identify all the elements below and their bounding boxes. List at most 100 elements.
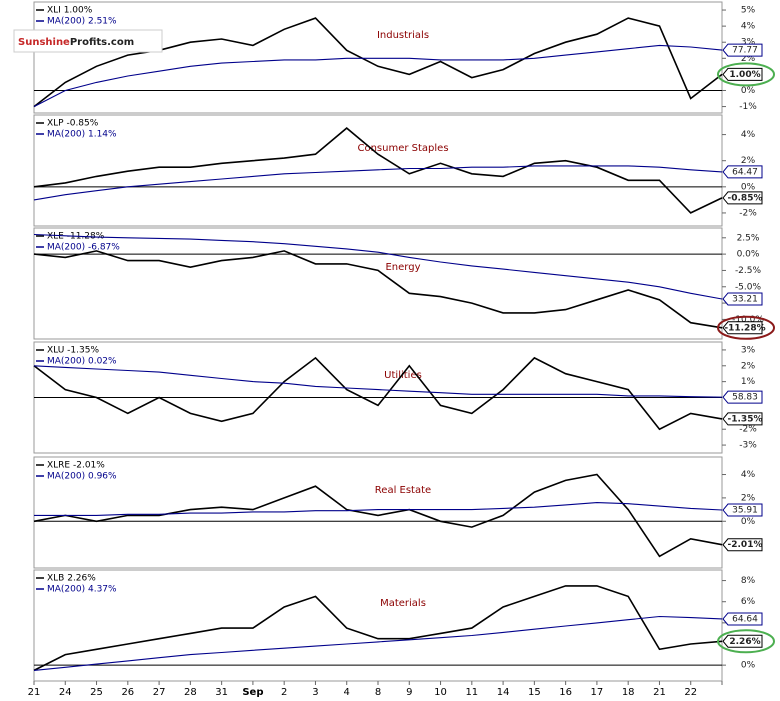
end-label-box [722, 165, 763, 179]
legend-label: XLB 2.26% [47, 574, 96, 584]
x-tick-label: 11 [465, 687, 478, 698]
end-label-text: 2.26% [729, 637, 760, 647]
y-tick-label: -3% [739, 441, 757, 451]
x-tick-label: 27 [153, 687, 166, 698]
x-tick-label: 26 [121, 687, 134, 698]
ma-line [33, 44, 723, 108]
y-tick-label: -2.5% [735, 266, 762, 276]
highlight-ring [717, 62, 775, 87]
end-label: 1.00% [722, 67, 763, 81]
legend-label: XLI 1.00% [47, 6, 93, 16]
y-tick-label: -5.0% [735, 282, 762, 292]
end-label: 58.83 [722, 390, 763, 404]
end-label: -1.35% [722, 412, 763, 426]
panel [33, 114, 723, 227]
x-tick-label: 24 [59, 687, 72, 698]
x-tick-label: 4 [344, 687, 350, 698]
price-line [33, 127, 723, 214]
end-label-text: 77.77 [732, 46, 758, 56]
y-tick-label: 0% [741, 182, 756, 192]
end-label-box [722, 292, 763, 306]
end-label-text: 64.47 [732, 167, 758, 177]
end-label-box [722, 390, 763, 404]
legend-label: MA(200) -6.87% [47, 243, 120, 253]
end-label-box [722, 503, 763, 517]
logo-suffix: Profits.com [70, 37, 134, 48]
end-label-text: 1.00% [729, 70, 760, 80]
x-tick-label: 18 [622, 687, 635, 698]
y-tick-label: 0.0% [737, 250, 760, 260]
panel-title: Industrials [377, 30, 429, 41]
end-label-box [722, 67, 763, 81]
y-tick-label: 4% [741, 470, 756, 480]
y-tick-label: -1% [739, 102, 757, 112]
legend-label: XLU -1.35% [47, 346, 99, 356]
panel [33, 1, 723, 114]
end-label: -0.85% [722, 191, 763, 205]
end-label: 77.77 [722, 43, 763, 57]
legend-label: MA(200) 0.96% [47, 472, 117, 482]
panel-title: Real Estate [375, 485, 431, 496]
highlight-ring [717, 629, 775, 654]
end-label-text: -1.35% [728, 414, 763, 424]
x-tick-label: 15 [528, 687, 541, 698]
end-label-text: 33.21 [732, 294, 758, 304]
y-tick-label: -2% [739, 425, 757, 435]
price-line [33, 585, 723, 672]
x-tick-label: 10 [434, 687, 447, 698]
x-tick-label: 9 [406, 687, 412, 698]
x-tick-label: 28 [184, 687, 197, 698]
y-tick-label: 2.5% [737, 233, 760, 243]
logo-box [13, 29, 163, 53]
x-tick-label: 16 [559, 687, 572, 698]
y-tick-label: 0% [741, 86, 756, 96]
end-label-box [722, 191, 763, 205]
panel-title: Materials [380, 598, 426, 609]
end-label: 64.47 [722, 165, 763, 179]
end-label: 33.21 [722, 292, 763, 306]
end-label: 35.91 [722, 503, 763, 517]
legend-label: XLRE -2.01% [47, 461, 105, 471]
ma-line [33, 365, 723, 398]
ma-line [33, 615, 723, 671]
y-tick-label: 2% [741, 493, 756, 503]
y-tick-label: -2% [739, 208, 757, 218]
y-tick-label: 6% [741, 597, 756, 607]
y-tick-label: 4% [741, 130, 756, 140]
x-tick-label: 8 [375, 687, 381, 698]
end-label: -11.28% [722, 321, 766, 335]
y-tick-label: -10.0% [732, 315, 764, 325]
y-tick-label: 2% [741, 361, 756, 371]
panel [33, 227, 723, 340]
y-tick-label: 0% [741, 661, 756, 671]
end-label: -2.01% [722, 538, 763, 552]
end-label-box [722, 612, 763, 626]
x-tick-label: 17 [591, 687, 604, 698]
logo-brand: Sunshine [18, 37, 70, 48]
y-tick-label: 3% [741, 38, 756, 48]
end-label-text: 64.64 [732, 614, 758, 624]
end-label-box [722, 43, 763, 57]
end-label: 64.64 [722, 612, 763, 626]
y-tick-label: 4% [741, 22, 756, 32]
ma-line [33, 233, 723, 300]
legend-label: XLP -0.85% [47, 119, 99, 129]
x-tick-label: 21 [653, 687, 666, 698]
ma-line [34, 502, 723, 516]
x-tick-label: 3 [312, 687, 318, 698]
y-tick-label: 2% [741, 156, 756, 166]
end-label-box [722, 321, 763, 335]
y-tick-label: 8% [741, 576, 756, 586]
y-tick-label: 0% [741, 517, 756, 527]
end-label-text: -11.28% [724, 323, 765, 333]
price-line [33, 250, 723, 329]
end-label-box [722, 538, 763, 552]
legend-label: MA(200) 2.51% [47, 17, 117, 27]
panel-title: Energy [385, 262, 420, 273]
y-tick-label: 5% [741, 6, 756, 16]
y-tick-label: 2% [741, 54, 756, 64]
x-tick-label: 21 [28, 687, 41, 698]
x-tick-label: Sep [242, 687, 263, 698]
panel-title: Consumer Staples [357, 143, 448, 154]
x-tick-label: 31 [215, 687, 228, 698]
